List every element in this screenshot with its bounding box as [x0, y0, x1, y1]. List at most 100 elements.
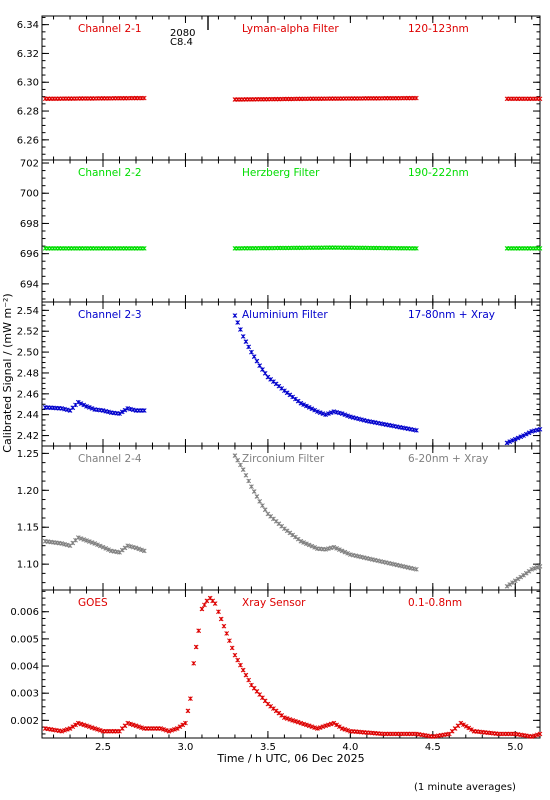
data-point	[532, 733, 537, 739]
data-point	[97, 727, 103, 733]
data-point	[212, 601, 218, 606]
y-tick-label: 0.005	[10, 634, 39, 645]
data-point	[161, 727, 166, 732]
data-point	[119, 409, 125, 415]
data-point	[312, 725, 317, 730]
data-point	[304, 541, 309, 547]
data-point	[534, 732, 540, 738]
data-point	[312, 545, 317, 550]
data-point	[515, 576, 521, 582]
y-tick-label: 0.002	[10, 716, 39, 727]
filter-label: Lyman-alpha Filter	[242, 23, 339, 35]
y-tick-label: 702	[20, 159, 39, 170]
y-tick-label: 2.42	[17, 431, 39, 442]
data-point	[518, 434, 524, 440]
filter-label: Xray Sensor	[242, 597, 306, 609]
data-point	[339, 726, 345, 731]
data-point	[512, 436, 518, 442]
data-point	[169, 727, 175, 733]
y-tick-label: 694	[20, 279, 39, 290]
data-point	[342, 549, 348, 555]
data-point	[95, 727, 100, 732]
data-point	[136, 724, 142, 730]
x-axis-label: Time / h UTC, 06 Dec 2025	[216, 752, 364, 765]
data-point	[62, 727, 67, 733]
data-point	[75, 720, 81, 726]
data-point	[180, 722, 186, 728]
x-tick-label: 4.0	[342, 742, 358, 753]
data-point	[284, 716, 290, 721]
channel-label: Channel 2-4	[78, 453, 142, 465]
data-point	[84, 538, 89, 543]
wavelength-label: 6-20nm + Xray	[408, 453, 488, 465]
data-point	[298, 400, 304, 406]
channel-label: Channel 2-2	[78, 167, 142, 179]
data-point	[334, 546, 339, 551]
data-point	[312, 407, 317, 413]
data-point	[320, 724, 326, 730]
data-point	[166, 728, 172, 734]
filter-label: Aluminium Filter	[242, 309, 328, 321]
data-point	[262, 507, 268, 513]
y-tick-label: 6.28	[17, 107, 39, 118]
data-point	[507, 582, 513, 587]
data-point	[136, 546, 142, 552]
y-tick-label: 1.20	[17, 486, 39, 497]
data-point	[249, 484, 254, 489]
data-point	[75, 535, 81, 540]
panel-frame	[41, 159, 541, 303]
panel-frame	[41, 301, 541, 447]
data-point	[315, 409, 320, 414]
data-point	[337, 724, 342, 730]
panel-4: 1.10 1.15 1.20 1.25 Channel 2-4 Zirconium Fil…	[17, 445, 543, 591]
data-point	[240, 667, 246, 673]
data-point	[141, 408, 147, 413]
data-point	[469, 727, 474, 732]
y-tick-label: 6.26	[17, 135, 39, 146]
data-point	[92, 726, 98, 731]
data-point	[174, 726, 180, 731]
data-point	[523, 570, 529, 576]
data-point	[315, 726, 320, 731]
data-point	[510, 438, 515, 443]
x-tick-label: 2.5	[95, 742, 111, 753]
data-point	[504, 583, 510, 589]
data-point	[243, 672, 249, 678]
data-point	[529, 734, 535, 739]
panel-1: 6.26 6.28 6.30 6.32 6.34 Channel 2-1 Lyman-alp…	[17, 15, 543, 161]
data-point	[301, 721, 306, 727]
data-point	[260, 503, 265, 508]
data-point	[216, 609, 221, 615]
data-point	[342, 727, 348, 732]
data-point	[81, 402, 87, 408]
data-point	[86, 405, 92, 410]
data-point	[95, 542, 100, 548]
flare-marker: 2080 C8.4	[170, 16, 209, 48]
data-point	[306, 542, 312, 548]
y-tick-label: 698	[20, 219, 39, 230]
data-point	[521, 572, 526, 578]
data-point	[304, 722, 309, 728]
data-point	[518, 574, 524, 580]
data-point	[246, 677, 252, 683]
data-point	[254, 494, 260, 499]
data-point	[413, 95, 419, 101]
data-point	[141, 95, 147, 101]
y-tick-label: 1.15	[17, 523, 39, 534]
data-point	[331, 720, 337, 726]
data-point	[323, 412, 328, 418]
data-point	[309, 406, 315, 412]
y-tick-label: 2.44	[17, 410, 39, 421]
data-point	[537, 246, 543, 251]
data-points	[42, 453, 543, 589]
x-tick-label: 5.0	[507, 742, 523, 753]
data-point	[504, 440, 510, 446]
y-tick-label: 6.30	[17, 78, 39, 89]
data-point	[227, 638, 232, 644]
data-point	[507, 439, 513, 445]
data-point	[306, 723, 312, 729]
data-point	[202, 602, 207, 608]
filter-label: Herzberg Filter	[242, 167, 320, 179]
data-point	[257, 499, 263, 504]
